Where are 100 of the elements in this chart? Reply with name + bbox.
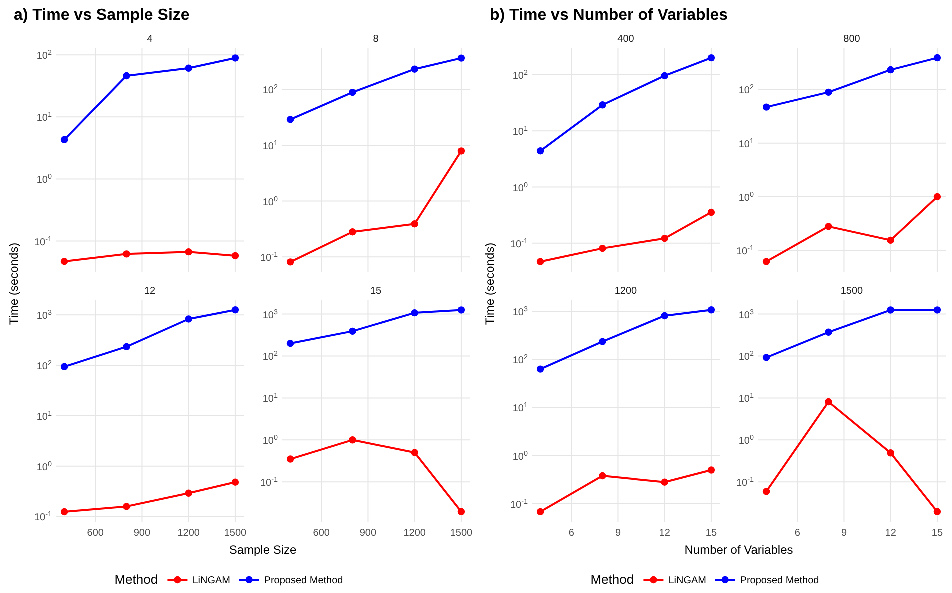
point xyxy=(887,66,894,74)
y-tick-label: 10$^{-1}$ xyxy=(510,496,528,511)
y-tick-label: 10$^{-1}$ xyxy=(260,250,278,264)
y-tick-label: 10$^{1}$ xyxy=(36,408,52,423)
point xyxy=(349,228,356,236)
point xyxy=(661,478,668,486)
chart-title: a) Time vs Sample Size xyxy=(14,7,190,24)
point xyxy=(708,208,716,216)
y-tick-label: 10$^{3}$ xyxy=(262,306,278,322)
y-tick-label: 10$^{-1}$ xyxy=(736,474,754,490)
point xyxy=(661,234,668,242)
point xyxy=(232,478,240,486)
y-tick-label: 10$^{-1}$ xyxy=(510,236,528,250)
y-axis-title: Time (seconds) xyxy=(483,242,497,326)
x-tick-label: 12 xyxy=(659,528,671,539)
point xyxy=(536,508,544,516)
point xyxy=(599,338,606,346)
y-tick-label: 10$^{-1}$ xyxy=(34,509,52,524)
point xyxy=(185,64,192,72)
legend-label: Proposed Method xyxy=(264,576,344,586)
point xyxy=(762,488,770,496)
x-tick-label: 1500 xyxy=(224,528,248,539)
point xyxy=(232,252,240,260)
point xyxy=(887,306,894,314)
point xyxy=(185,248,192,256)
chart-subtitle: 1500 xyxy=(840,286,864,297)
y-tick-label: 10$^{0}$ xyxy=(36,458,52,474)
point xyxy=(661,312,668,320)
point xyxy=(458,306,466,314)
chart-subtitle: 400 xyxy=(618,34,635,45)
point xyxy=(411,220,418,228)
chart-title: b) Time vs Number of Variables xyxy=(490,7,728,24)
y-tick-label: 10$^{1}$ xyxy=(262,390,278,406)
y-tick-label: 10$^{2}$ xyxy=(512,67,528,82)
point xyxy=(458,148,466,155)
point xyxy=(458,508,466,516)
point xyxy=(934,306,942,314)
x-tick-label: 600 xyxy=(313,528,330,539)
chart-subtitle: 8 xyxy=(373,34,380,45)
x-tick-label: 15 xyxy=(706,528,718,539)
x-tick-label: 600 xyxy=(87,528,104,539)
y-tick-label: 10$^{2}$ xyxy=(262,82,278,97)
y-tick-label: 10$^{2}$ xyxy=(738,82,754,97)
chart-subtitle: 4 xyxy=(147,34,154,45)
point xyxy=(887,236,894,244)
x-tick-label: 1200 xyxy=(178,528,200,539)
x-tick-label: 900 xyxy=(134,528,152,539)
legend-title: Method xyxy=(114,572,158,587)
point xyxy=(411,66,418,73)
legend-label: LiNGAM xyxy=(192,576,230,586)
y-tick-label: 10$^{0}$ xyxy=(738,432,754,448)
point xyxy=(185,490,192,498)
y-tick-label: 10$^{0}$ xyxy=(738,190,754,204)
point xyxy=(185,316,192,323)
point xyxy=(708,54,716,62)
y-tick-label: 10$^{2}$ xyxy=(262,348,278,364)
point xyxy=(661,72,668,80)
y-tick-label: 10$^{0}$ xyxy=(512,180,528,194)
y-tick-label: 10$^{1}$ xyxy=(738,136,754,150)
point xyxy=(123,503,130,510)
point xyxy=(232,54,240,62)
y-tick-label: 10$^{3}$ xyxy=(738,306,754,322)
point xyxy=(411,449,418,456)
y-tick-label: 10$^{0}$ xyxy=(36,172,52,186)
chart-subtitle: 1200 xyxy=(614,286,638,297)
point xyxy=(536,366,544,373)
y-tick-label: 10$^{2}$ xyxy=(36,48,52,62)
chart-subtitle: 12 xyxy=(144,286,156,297)
point xyxy=(349,436,356,444)
y-tick-label: 10$^{1}$ xyxy=(262,138,278,153)
x-tick-label: 1500 xyxy=(450,528,474,539)
y-tick-label: 10$^{1}$ xyxy=(36,110,52,124)
x-tick-label: 6 xyxy=(794,528,801,539)
point xyxy=(599,472,606,480)
point xyxy=(286,258,294,266)
x-axis-title: Number of Variables xyxy=(684,543,794,557)
y-tick-label: 10$^{0}$ xyxy=(262,432,278,448)
point xyxy=(762,354,770,362)
y-tick-label: 10$^{3}$ xyxy=(512,304,528,319)
point xyxy=(934,508,942,516)
point xyxy=(708,466,716,474)
legend-title: Method xyxy=(590,572,634,587)
point xyxy=(458,54,466,62)
point xyxy=(934,193,942,201)
point xyxy=(536,148,544,155)
x-tick-label: 15 xyxy=(932,528,944,539)
point xyxy=(411,309,418,317)
point xyxy=(286,116,294,124)
x-axis-title: Sample Size xyxy=(229,543,298,557)
y-tick-label: 10$^{1}$ xyxy=(512,400,528,415)
point xyxy=(762,258,770,266)
chart-subtitle: 800 xyxy=(844,34,861,45)
y-tick-label: 10$^{2}$ xyxy=(738,348,754,364)
point xyxy=(887,450,894,457)
point xyxy=(60,136,68,144)
y-tick-label: 10$^{0}$ xyxy=(262,194,278,208)
x-tick-label: 12 xyxy=(885,528,897,539)
point xyxy=(123,343,130,351)
y-tick-label: 10$^{3}$ xyxy=(36,308,52,322)
point xyxy=(232,306,240,314)
